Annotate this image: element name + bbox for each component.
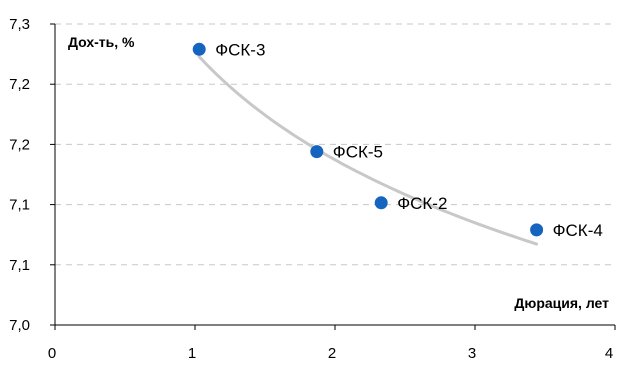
x-tick-label-1: 1 <box>188 345 196 362</box>
data-point-label-3: ФСК-4 <box>553 221 603 240</box>
x-tick-label-0: 0 <box>48 345 56 362</box>
y-tick-label-1: 7,1 <box>9 257 30 274</box>
y-tick-label-5: 7,3 <box>9 16 30 33</box>
data-points: ФСК-3 ФСК-5 ФСК-2 ФСК-4 <box>192 40 603 240</box>
x-tick-labels: 0 1 2 3 4 <box>48 345 613 362</box>
y-tick-label-2: 7,1 <box>9 197 30 214</box>
data-point-2 <box>374 196 388 210</box>
x-tick-label-4: 4 <box>605 345 613 362</box>
y-tick-label-4: 7,2 <box>9 76 30 93</box>
x-axis-title: Дюрация, лет <box>514 295 609 311</box>
trendline-group <box>197 55 539 246</box>
x-tick-label-3: 3 <box>468 345 476 362</box>
y-axis-title: Дох-ть, % <box>68 34 135 50</box>
axes <box>50 23 616 330</box>
data-point-3 <box>530 223 544 237</box>
y-tick-label-0: 7,0 <box>9 317 30 334</box>
x-tick-label-2: 2 <box>328 345 336 362</box>
data-point-label-0: ФСК-3 <box>215 40 265 59</box>
data-point-label-2: ФСК-2 <box>397 194 447 213</box>
data-point-label-1: ФСК-5 <box>333 143 383 162</box>
data-point-0 <box>192 42 206 56</box>
y-tick-label-3: 7,2 <box>9 136 30 153</box>
trendline <box>197 55 539 246</box>
grid-lines <box>55 23 615 266</box>
data-point-1 <box>310 145 324 159</box>
y-tick-labels: 7,0 7,1 7,1 7,2 7,2 7,3 <box>9 16 30 334</box>
